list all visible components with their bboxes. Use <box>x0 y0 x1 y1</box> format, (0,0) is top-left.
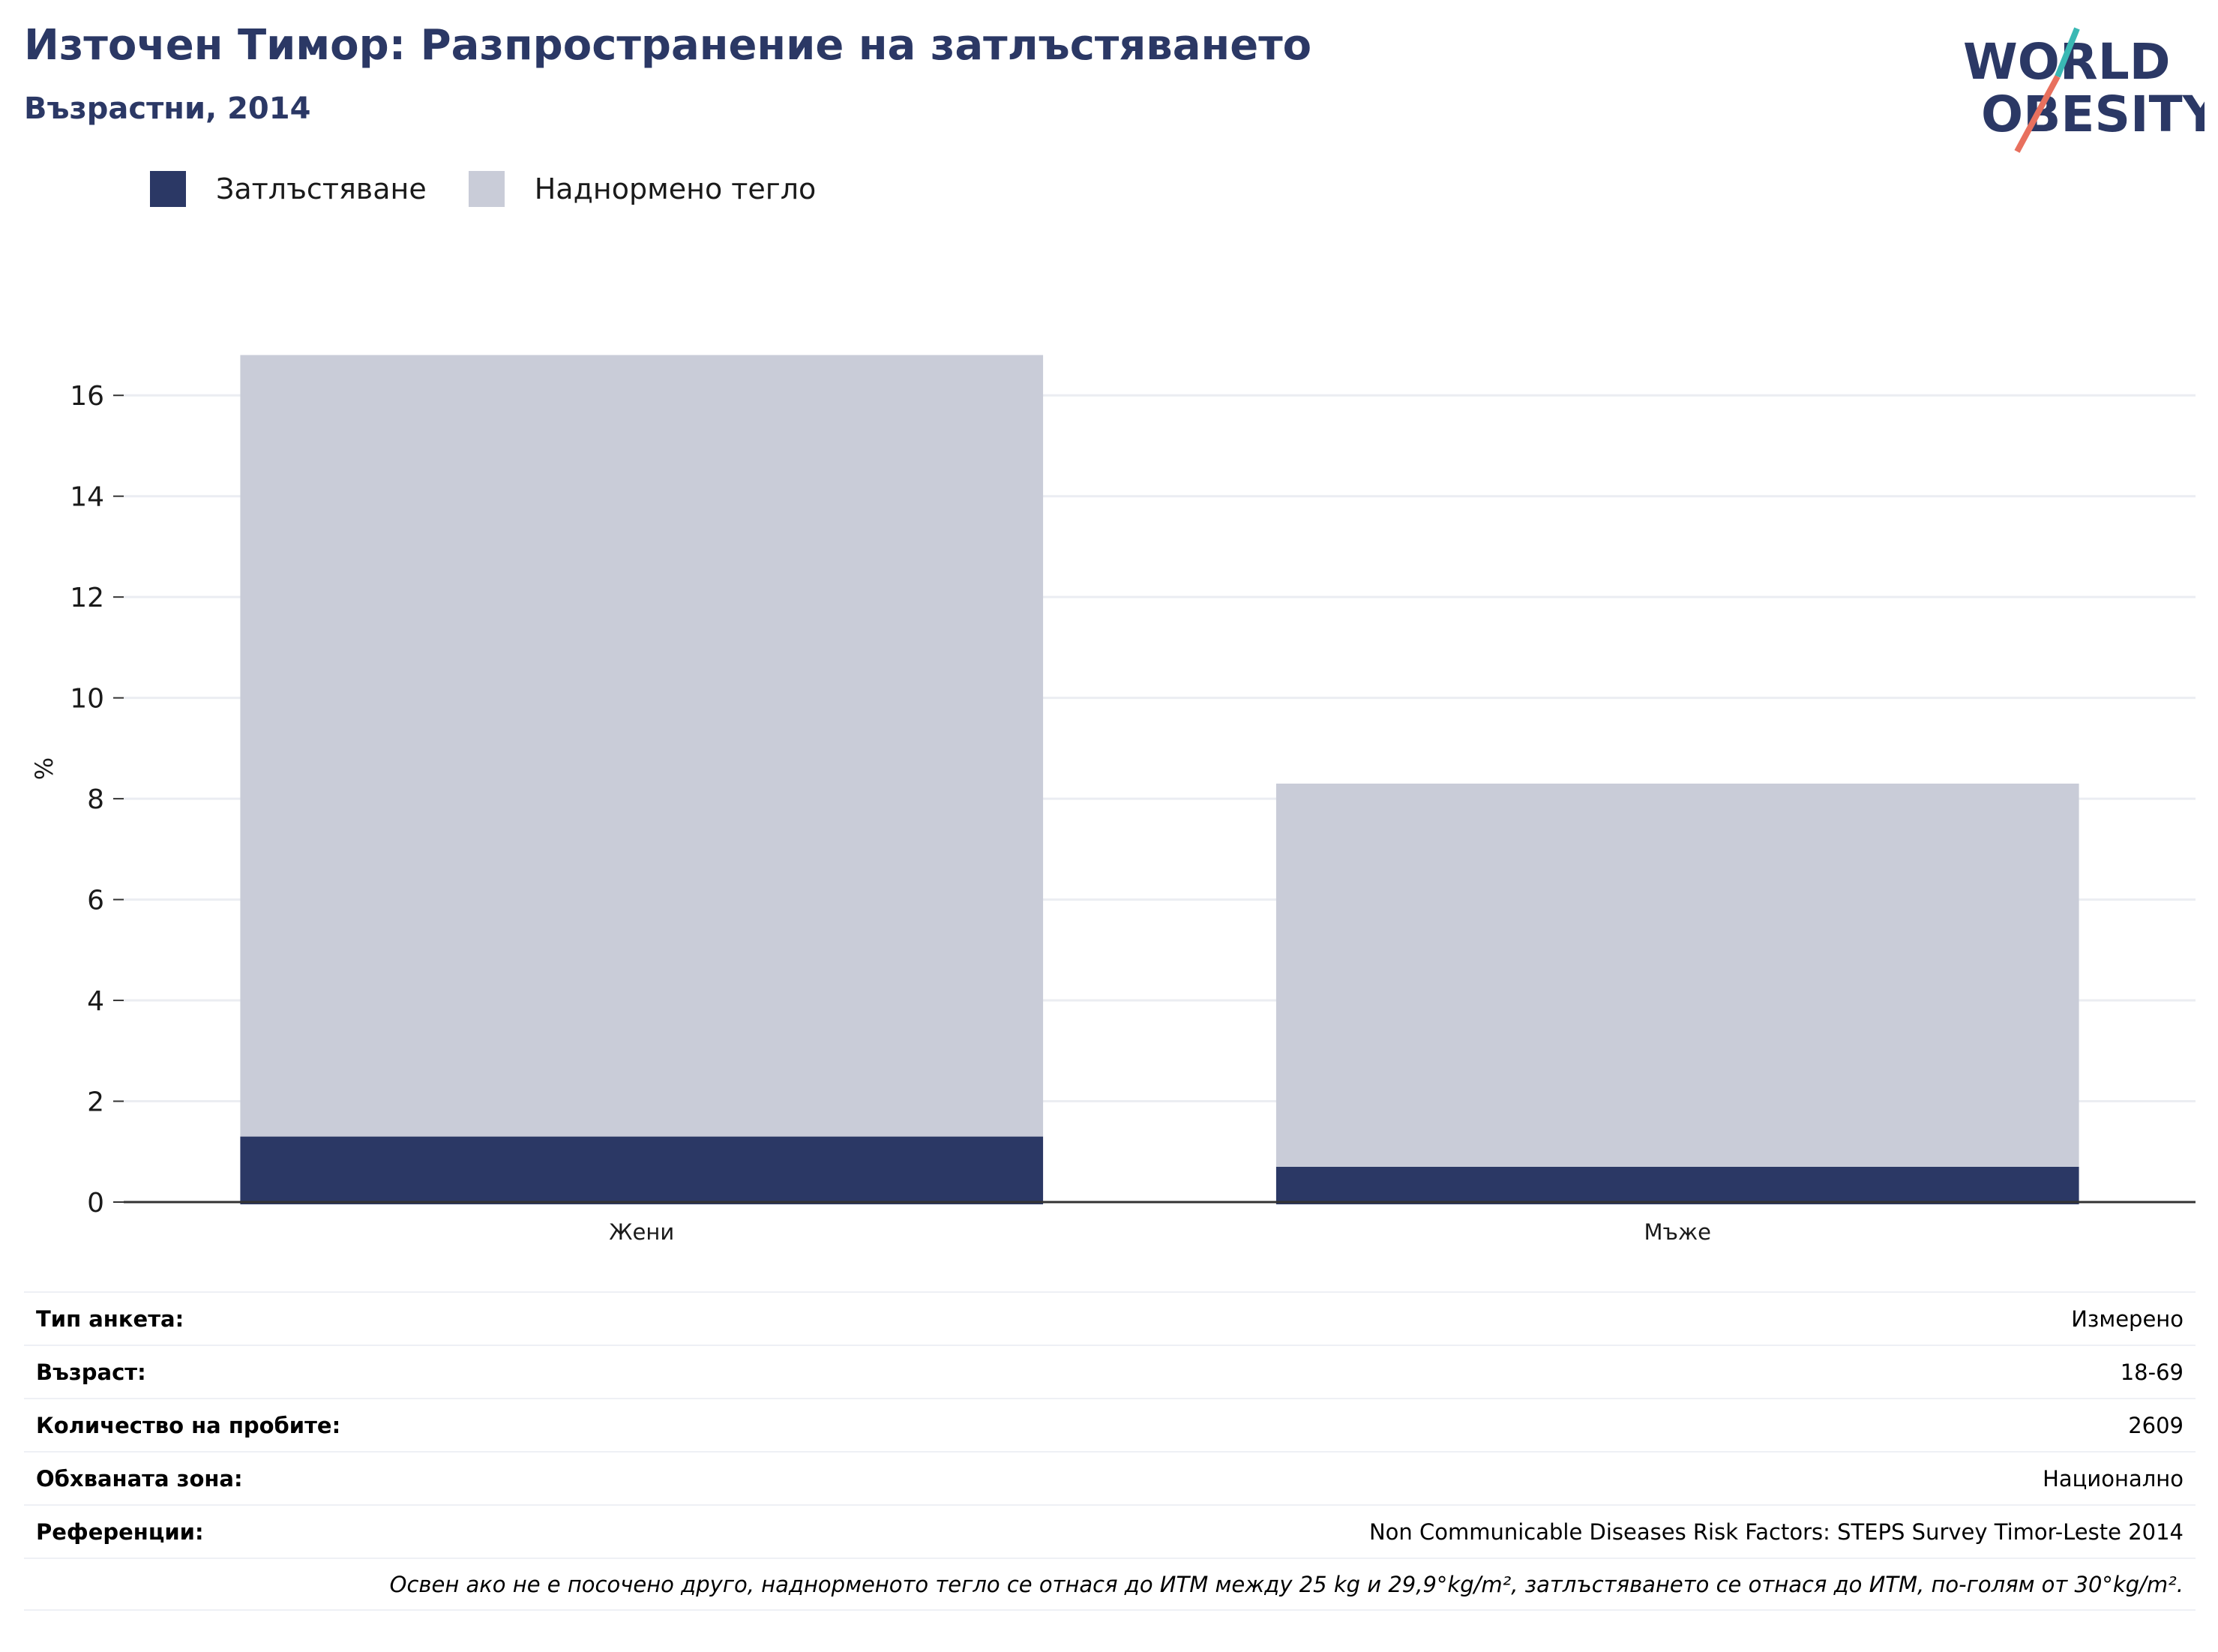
chart-subtitle: Възрастни, 2014 <box>24 91 311 126</box>
x-tick-labels: Жени Мъже <box>609 1219 1711 1245</box>
y-tick-label: 10 <box>70 684 104 715</box>
y-axis-label: % <box>30 757 58 780</box>
bar-segment <box>240 1136 1044 1204</box>
info-value: Измерено <box>2071 1306 2184 1332</box>
info-label: Възраст: <box>36 1359 146 1385</box>
info-row-note: Освен ако не е посочено друго, наднормен… <box>24 1558 2196 1611</box>
chart-title: Източен Тимор: Разпространение на затлъс… <box>24 21 1312 70</box>
logo-text-world: WORLD <box>1963 33 2171 91</box>
footnote: Освен ако не е посочено друго, наднормен… <box>389 1571 2184 1597</box>
info-row-age: Възраст: 18-69 <box>24 1345 2196 1398</box>
info-table: Тип анкета: Измерено Възраст: 18-69 Коли… <box>24 1291 2196 1611</box>
info-row-survey-type: Тип анкета: Измерено <box>24 1291 2196 1345</box>
info-label: Референции: <box>36 1519 204 1545</box>
info-row-sample-size: Количество на пробите: 2609 <box>24 1398 2196 1451</box>
legend-swatch-overweight <box>468 171 505 207</box>
x-tick-label: Мъже <box>1644 1219 1711 1245</box>
y-tick-label: 6 <box>87 886 104 916</box>
y-tick-labels: 0 2 4 6 8 10 12 14 16 <box>70 381 124 1219</box>
logo-stroke-teal <box>2055 27 2080 78</box>
legend-label-obesity: Затлъстяване <box>216 172 427 205</box>
info-label: Обхваната зона: <box>36 1465 243 1492</box>
y-tick-label: 8 <box>87 784 104 815</box>
info-value: Non Communicable Diseases Risk Factors: … <box>1368 1519 2184 1545</box>
bar-segment <box>1275 783 2079 1167</box>
x-tick-label: Жени <box>609 1219 674 1245</box>
legend-swatch-obesity <box>150 171 186 207</box>
bars <box>240 355 2079 1204</box>
legend-item-overweight: Наднормено тегло <box>468 171 817 207</box>
info-value: 18-69 <box>2120 1359 2184 1385</box>
info-label: Количество на пробите: <box>36 1412 341 1438</box>
y-tick-label: 16 <box>70 381 104 412</box>
y-tick-label: 0 <box>87 1188 104 1219</box>
logo-stroke-red <box>2014 75 2061 153</box>
chart-legend: Затлъстяване Наднормено тегло <box>150 171 858 207</box>
legend-item-obesity: Затлъстяване <box>150 171 427 207</box>
logo-text-obesity: OBESITY <box>1981 85 2205 143</box>
y-tick-label: 14 <box>70 482 104 513</box>
info-row-references: Референции: Non Communicable Diseases Ri… <box>24 1504 2196 1558</box>
info-value: 2609 <box>2128 1412 2184 1438</box>
y-tick-label: 4 <box>87 986 104 1017</box>
stacked-bar-chart: 0 2 4 6 8 10 12 14 16 Жени Мъже % <box>30 355 2196 1245</box>
info-value: Национално <box>2043 1465 2184 1492</box>
bar-segment <box>1275 1166 2079 1204</box>
legend-label-overweight: Наднормено тегло <box>534 172 817 205</box>
bar-segment <box>240 355 1044 1137</box>
info-row-area: Обхваната зона: Национално <box>24 1451 2196 1504</box>
world-obesity-logo: WORLD OBESITY <box>1963 27 2205 153</box>
y-tick-label: 12 <box>70 583 104 613</box>
y-tick-label: 2 <box>87 1087 104 1118</box>
info-label: Тип анкета: <box>36 1306 184 1332</box>
